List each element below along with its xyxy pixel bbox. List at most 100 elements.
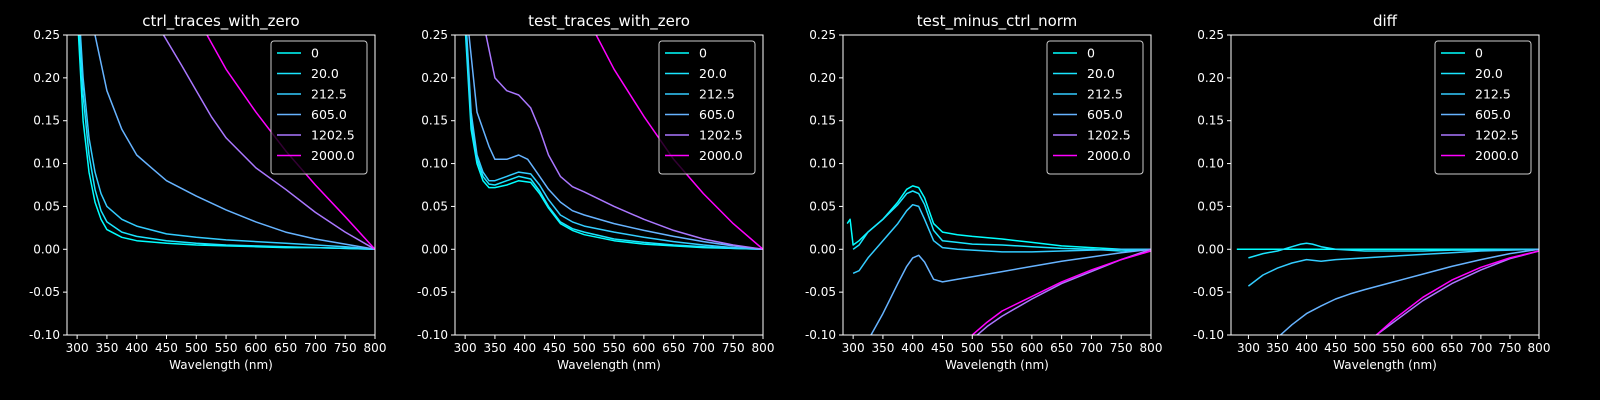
- legend-label: 2000.0: [1475, 148, 1519, 163]
- y-tick-label: 0.20: [421, 71, 448, 85]
- x-tick-label: 600: [1411, 341, 1434, 355]
- x-tick-label: 700: [304, 341, 327, 355]
- y-tick-label: 0.15: [33, 114, 60, 128]
- series-line-212.5: [79, 35, 375, 251]
- x-tick-label: 500: [961, 341, 984, 355]
- chart-title: test_minus_ctrl_norm: [917, 12, 1078, 31]
- y-tick-label: 0.10: [33, 157, 60, 171]
- x-tick-label: 450: [1324, 341, 1347, 355]
- series-line-0: [464, 35, 763, 251]
- x-tick-label: 650: [274, 341, 297, 355]
- x-tick-label: 650: [1440, 341, 1463, 355]
- x-tick-label: 450: [155, 341, 178, 355]
- y-tick-label: 0.20: [809, 71, 836, 85]
- y-tick-label: 0.05: [421, 199, 448, 213]
- subplot-4: diff 300 350 400 450 500 550 600 650 700 750 800 -0.…: [1193, 12, 1551, 372]
- y-tick-label: -0.05: [1193, 285, 1224, 299]
- legend-label: 605.0: [1087, 107, 1123, 122]
- x-tick-label: 350: [871, 341, 894, 355]
- series-line-2000.0: [971, 250, 1151, 335]
- legend: 0 20.0 212.5 605.0 1202.5 2000.0: [1046, 40, 1144, 175]
- y-tick-label: 0.15: [1197, 114, 1224, 128]
- legend: 0 20.0 212.5 605.0 1202.5 2000.0: [1434, 40, 1532, 175]
- x-tick-label: 450: [931, 341, 954, 355]
- legend: 0 20.0 212.5 605.0 1202.5 2000.0: [658, 40, 756, 175]
- chart-title: test_traces_with_zero: [528, 12, 690, 31]
- legend-label: 1202.5: [311, 128, 355, 143]
- x-tick-label: 550: [991, 341, 1014, 355]
- legend-label: 1202.5: [1475, 128, 1519, 143]
- y-tick-label: 0.20: [1197, 71, 1224, 85]
- legend-label: 0: [699, 46, 707, 61]
- x-tick-label: 400: [513, 341, 536, 355]
- y-tick-label: 0.15: [421, 114, 448, 128]
- x-tick-label: 600: [632, 341, 655, 355]
- x-tick-label: 500: [1353, 341, 1376, 355]
- chart-title: ctrl_traces_with_zero: [142, 12, 299, 31]
- x-tick-label: 400: [125, 341, 148, 355]
- axes-frame: [842, 34, 1152, 336]
- legend-label: 1202.5: [699, 128, 743, 143]
- legend-label: 605.0: [699, 107, 735, 122]
- y-tick-label: 0.25: [809, 28, 836, 42]
- x-tick-label: 600: [1020, 341, 1043, 355]
- series-line-20.0: [465, 35, 763, 251]
- subplot-3: test_minus_ctrl_norm 300 350 400 450 500 550 60…: [805, 12, 1163, 372]
- series-line-2000.0: [1375, 250, 1539, 335]
- series-line-1202.5: [976, 248, 1151, 335]
- legend-label: 0: [1087, 46, 1095, 61]
- legend-label: 20.0: [1087, 66, 1115, 81]
- x-tick-label: 650: [662, 341, 685, 355]
- y-tick-label: -0.10: [29, 328, 60, 342]
- series-line-1202.5: [485, 35, 763, 251]
- x-tick-label: 350: [95, 341, 118, 355]
- y-tick-label: 0.05: [33, 199, 60, 213]
- x-tick-label: 750: [1498, 341, 1521, 355]
- legend-label: 1202.5: [1087, 128, 1131, 143]
- legend-label: 0: [1475, 46, 1483, 61]
- x-tick-label: 350: [483, 341, 506, 355]
- x-tick-label: 800: [752, 341, 775, 355]
- series-line-1202.5: [1375, 250, 1539, 335]
- x-tick-label: 400: [901, 341, 924, 355]
- x-tick-label: 700: [1080, 341, 1103, 355]
- legend-label: 212.5: [699, 87, 735, 102]
- legend-label: 2000.0: [311, 148, 355, 163]
- y-tick-label: 0.10: [1197, 157, 1224, 171]
- y-tick-label: -0.05: [29, 285, 60, 299]
- y-tick-label: -0.10: [805, 328, 836, 342]
- y-tick-label: -0.10: [1193, 328, 1224, 342]
- y-tick-label: -0.05: [805, 285, 836, 299]
- y-tick-label: 0.05: [1197, 199, 1224, 213]
- series-line-605.0: [1279, 248, 1539, 335]
- series-line-20.0: [78, 35, 375, 251]
- y-tick-label: 0.25: [1197, 28, 1224, 42]
- legend-label: 212.5: [311, 87, 347, 102]
- x-tick-label: 550: [1382, 341, 1405, 355]
- x-axis-label: Wavelength (nm): [557, 358, 661, 372]
- x-tick-label: 500: [185, 341, 208, 355]
- series-line-20.0: [1248, 242, 1539, 259]
- series-line-605.0: [870, 248, 1151, 335]
- x-tick-label: 600: [244, 341, 267, 355]
- y-tick-label: 0.20: [33, 71, 60, 85]
- series-line-1202.5: [162, 35, 375, 250]
- x-tick-label: 700: [1469, 341, 1492, 355]
- legend: 0 20.0 212.5 605.0 1202.5 2000.0: [270, 40, 368, 175]
- x-tick-label: 300: [66, 341, 89, 355]
- axes-frame: [66, 34, 376, 336]
- x-tick-label: 750: [334, 341, 357, 355]
- x-tick-label: 800: [364, 341, 387, 355]
- x-axis-label: Wavelength (nm): [169, 358, 273, 372]
- subplot-2: test_traces_with_zero 300 350 400 450 500 550 6…: [417, 12, 775, 372]
- legend-label: 2000.0: [1087, 148, 1131, 163]
- legend-label: 605.0: [311, 107, 347, 122]
- legend-label: 2000.0: [699, 148, 743, 163]
- series-line-212.5: [852, 203, 1151, 274]
- x-tick-label: 400: [1295, 341, 1318, 355]
- x-tick-label: 300: [454, 341, 477, 355]
- legend-label: 20.0: [699, 66, 727, 81]
- y-tick-label: -0.05: [417, 285, 448, 299]
- y-tick-label: 0.00: [809, 242, 836, 256]
